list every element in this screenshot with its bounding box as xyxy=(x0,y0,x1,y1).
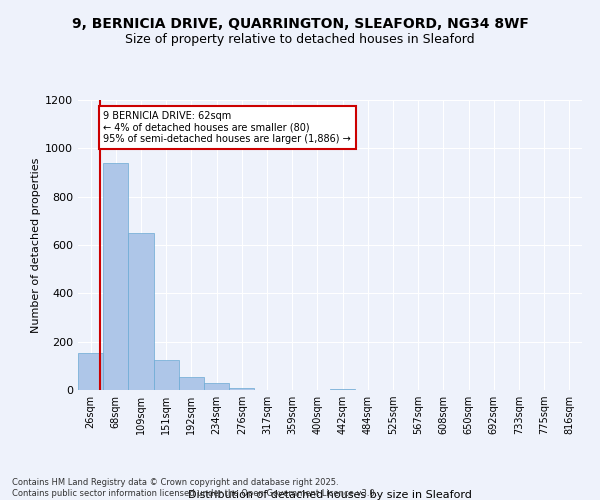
Text: 9 BERNICIA DRIVE: 62sqm
← 4% of detached houses are smaller (80)
95% of semi-det: 9 BERNICIA DRIVE: 62sqm ← 4% of detached… xyxy=(103,111,351,144)
Y-axis label: Number of detached properties: Number of detached properties xyxy=(31,158,41,332)
Bar xyxy=(179,376,204,390)
Text: 9, BERNICIA DRIVE, QUARRINGTON, SLEAFORD, NG34 8WF: 9, BERNICIA DRIVE, QUARRINGTON, SLEAFORD… xyxy=(71,18,529,32)
Bar xyxy=(204,383,229,390)
X-axis label: Distribution of detached houses by size in Sleaford: Distribution of detached houses by size … xyxy=(188,490,472,500)
Text: Contains HM Land Registry data © Crown copyright and database right 2025.
Contai: Contains HM Land Registry data © Crown c… xyxy=(12,478,377,498)
Bar xyxy=(103,163,128,390)
Bar xyxy=(78,352,103,390)
Bar xyxy=(330,389,355,390)
Bar xyxy=(154,360,179,390)
Bar xyxy=(229,388,254,390)
Text: Size of property relative to detached houses in Sleaford: Size of property relative to detached ho… xyxy=(125,32,475,46)
Bar xyxy=(128,233,154,390)
